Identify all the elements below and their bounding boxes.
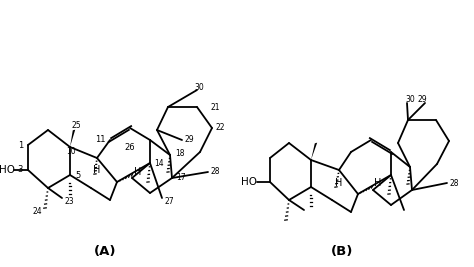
- Text: HO: HO: [0, 165, 15, 175]
- Text: 23: 23: [65, 197, 74, 206]
- Text: 21: 21: [211, 104, 220, 112]
- Polygon shape: [70, 130, 75, 147]
- Text: 29: 29: [185, 135, 195, 144]
- Text: 25: 25: [71, 121, 81, 131]
- Text: 30: 30: [194, 83, 204, 92]
- Text: 27: 27: [165, 197, 174, 206]
- Text: 3: 3: [18, 166, 23, 175]
- Text: 26: 26: [125, 143, 135, 152]
- Text: 5: 5: [75, 171, 80, 179]
- Text: 17: 17: [176, 174, 186, 183]
- Text: (B): (B): [331, 245, 353, 258]
- Text: H: H: [134, 167, 142, 177]
- Text: 24: 24: [32, 207, 42, 217]
- Text: 22: 22: [216, 124, 226, 132]
- Text: H: H: [93, 165, 100, 175]
- Text: HO: HO: [241, 177, 257, 187]
- Text: 1: 1: [18, 140, 23, 150]
- Text: 28: 28: [211, 167, 220, 176]
- Polygon shape: [311, 143, 317, 160]
- Text: 29: 29: [418, 95, 427, 104]
- Text: H: H: [335, 178, 343, 188]
- Text: H: H: [374, 178, 382, 188]
- Text: 11: 11: [95, 135, 106, 144]
- Text: 28: 28: [450, 179, 459, 187]
- Text: 30: 30: [405, 95, 415, 104]
- Text: 18: 18: [175, 148, 184, 158]
- Text: (A): (A): [94, 245, 116, 258]
- Text: 14: 14: [154, 159, 164, 167]
- Text: 10: 10: [66, 147, 76, 156]
